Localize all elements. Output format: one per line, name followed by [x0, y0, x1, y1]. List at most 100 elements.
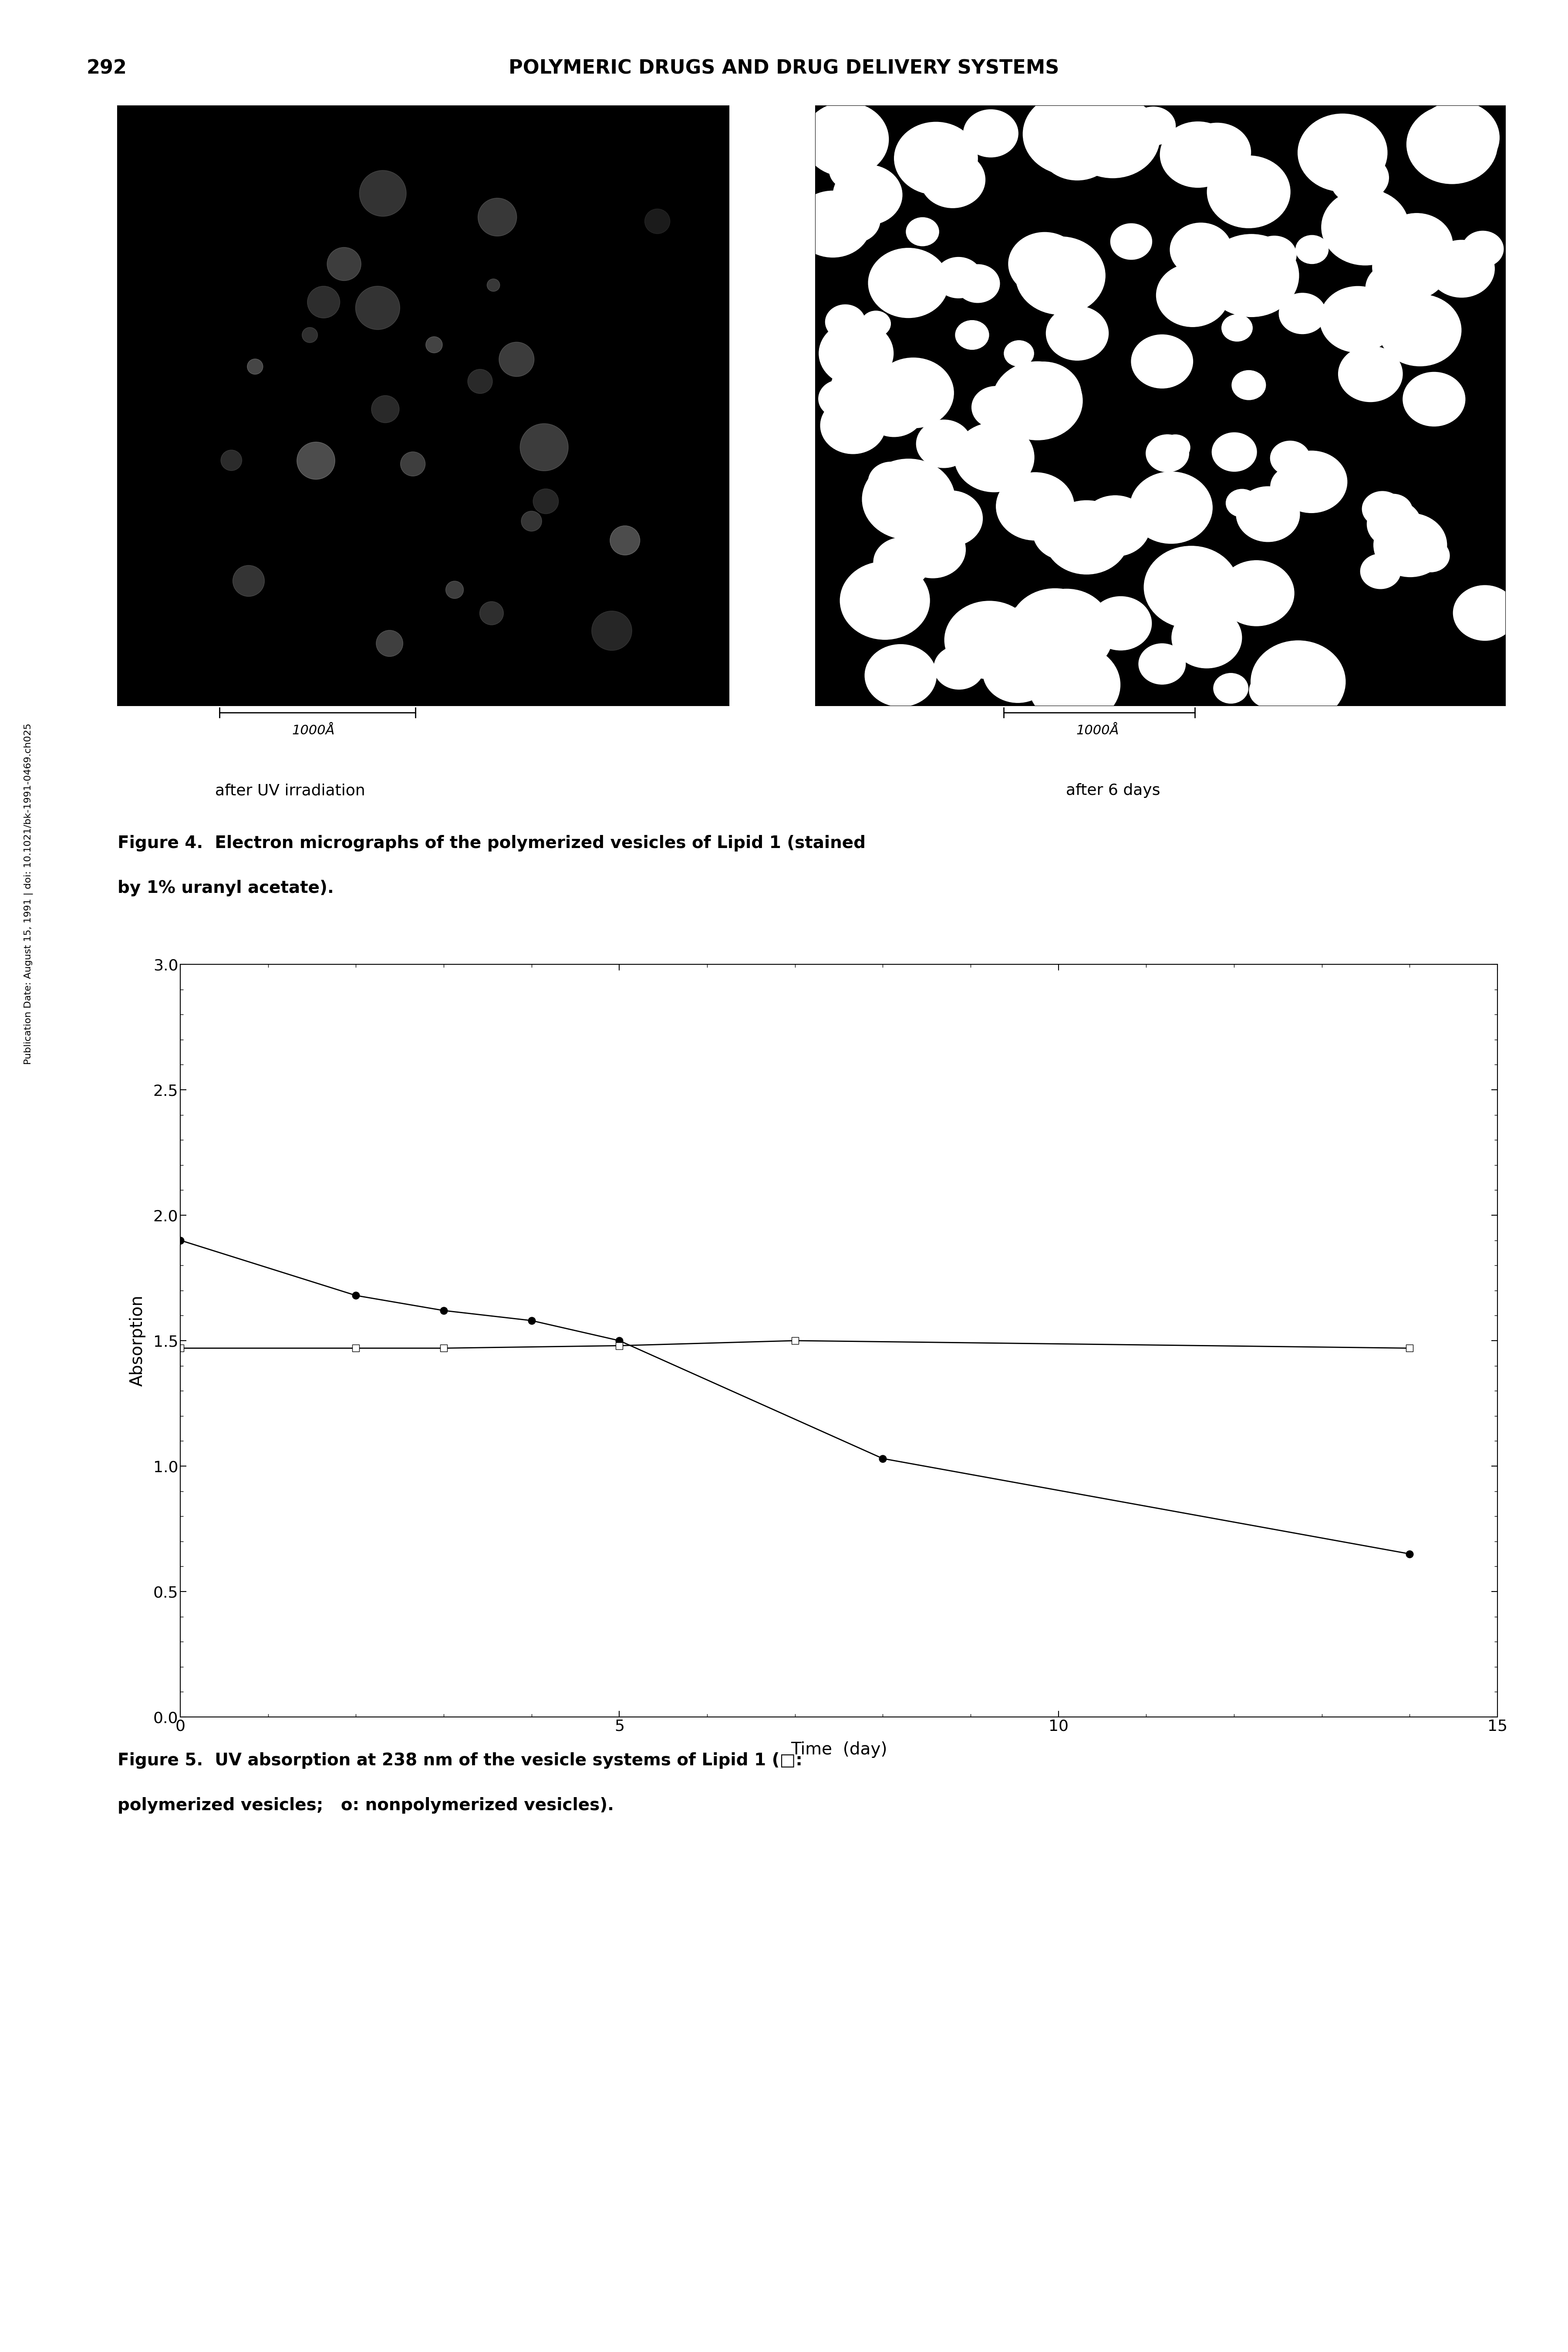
Circle shape	[956, 628, 1005, 670]
Circle shape	[1221, 158, 1281, 209]
Circle shape	[1008, 233, 1080, 296]
Circle shape	[1044, 609, 1112, 668]
Circle shape	[1044, 501, 1129, 574]
Circle shape	[1381, 214, 1452, 275]
Circle shape	[1411, 539, 1449, 572]
Circle shape	[521, 423, 568, 470]
Circle shape	[803, 101, 889, 176]
Circle shape	[1236, 487, 1300, 541]
X-axis label: Time  (day): Time (day)	[790, 1740, 887, 1757]
Text: after 6 days: after 6 days	[1066, 783, 1160, 797]
Circle shape	[869, 461, 914, 501]
Circle shape	[1403, 372, 1465, 426]
Circle shape	[1226, 489, 1258, 517]
Circle shape	[1270, 440, 1309, 475]
Circle shape	[818, 322, 894, 386]
Circle shape	[983, 642, 1052, 703]
Circle shape	[894, 122, 977, 195]
Circle shape	[1080, 496, 1151, 557]
Circle shape	[1367, 501, 1421, 548]
Circle shape	[996, 473, 1074, 541]
Circle shape	[445, 581, 464, 597]
Circle shape	[356, 287, 400, 329]
Circle shape	[1416, 101, 1499, 174]
Circle shape	[944, 602, 1033, 680]
Circle shape	[1156, 263, 1229, 327]
Circle shape	[1218, 560, 1294, 626]
Circle shape	[1279, 294, 1327, 334]
Circle shape	[1406, 106, 1497, 183]
Circle shape	[400, 452, 425, 475]
Circle shape	[1171, 607, 1242, 668]
Circle shape	[1358, 287, 1425, 343]
Circle shape	[1295, 235, 1328, 263]
Circle shape	[994, 604, 1068, 670]
Circle shape	[328, 247, 361, 280]
Circle shape	[644, 209, 670, 233]
Circle shape	[869, 247, 949, 318]
Circle shape	[831, 360, 895, 416]
Circle shape	[935, 256, 982, 299]
Circle shape	[963, 111, 1018, 158]
Circle shape	[1206, 588, 1245, 621]
Circle shape	[1454, 586, 1516, 640]
Circle shape	[1270, 466, 1319, 508]
Circle shape	[1131, 473, 1212, 543]
Circle shape	[1212, 433, 1256, 470]
Circle shape	[1146, 435, 1189, 473]
Circle shape	[1016, 238, 1105, 315]
Circle shape	[478, 198, 517, 235]
Circle shape	[1110, 223, 1152, 259]
Circle shape	[1160, 435, 1190, 461]
Circle shape	[825, 306, 866, 339]
Circle shape	[1214, 673, 1248, 703]
Circle shape	[829, 151, 875, 191]
Circle shape	[499, 341, 535, 376]
Circle shape	[1461, 230, 1504, 266]
Circle shape	[818, 381, 862, 419]
Circle shape	[1372, 235, 1449, 301]
Circle shape	[1004, 341, 1033, 367]
Circle shape	[221, 449, 241, 470]
Circle shape	[795, 191, 870, 256]
Text: Figure 5.  UV absorption at 238 nm of the vesicle systems of Lipid 1 (□:: Figure 5. UV absorption at 238 nm of the…	[118, 1752, 803, 1769]
Circle shape	[1320, 287, 1396, 353]
Circle shape	[1033, 503, 1098, 560]
Circle shape	[1250, 675, 1287, 708]
Circle shape	[1361, 555, 1400, 588]
Text: Publication Date: August 15, 1991 | doi: 10.1021/bk-1991-0469.ch025: Publication Date: August 15, 1991 | doi:…	[24, 722, 33, 1065]
Circle shape	[480, 602, 503, 626]
Circle shape	[916, 421, 972, 468]
Circle shape	[426, 336, 442, 353]
Circle shape	[372, 395, 400, 423]
Circle shape	[1160, 122, 1236, 188]
Circle shape	[1339, 346, 1402, 402]
Circle shape	[828, 198, 880, 242]
Text: 1000Å: 1000Å	[1076, 724, 1120, 736]
Circle shape	[1428, 240, 1494, 296]
Circle shape	[1400, 306, 1450, 350]
Circle shape	[591, 612, 632, 652]
Circle shape	[833, 165, 902, 226]
Circle shape	[359, 169, 406, 216]
Circle shape	[1038, 113, 1116, 181]
Circle shape	[862, 459, 955, 539]
Circle shape	[993, 426, 1025, 456]
Circle shape	[1022, 94, 1116, 174]
Circle shape	[900, 522, 966, 579]
Circle shape	[533, 489, 558, 513]
Circle shape	[248, 360, 263, 374]
Circle shape	[1010, 588, 1101, 668]
Circle shape	[1322, 188, 1410, 266]
Text: by 1% uranyl acetate).: by 1% uranyl acetate).	[118, 880, 334, 896]
Circle shape	[919, 492, 983, 546]
Circle shape	[1374, 513, 1447, 576]
Circle shape	[467, 369, 492, 393]
Circle shape	[1251, 640, 1345, 722]
Text: polymerized vesicles;   o: nonpolymerized vesicles).: polymerized vesicles; o: nonpolymerized …	[118, 1797, 615, 1813]
Circle shape	[1276, 452, 1347, 513]
Circle shape	[955, 320, 989, 350]
Circle shape	[1005, 362, 1082, 428]
Circle shape	[840, 562, 930, 640]
Circle shape	[1051, 245, 1079, 270]
